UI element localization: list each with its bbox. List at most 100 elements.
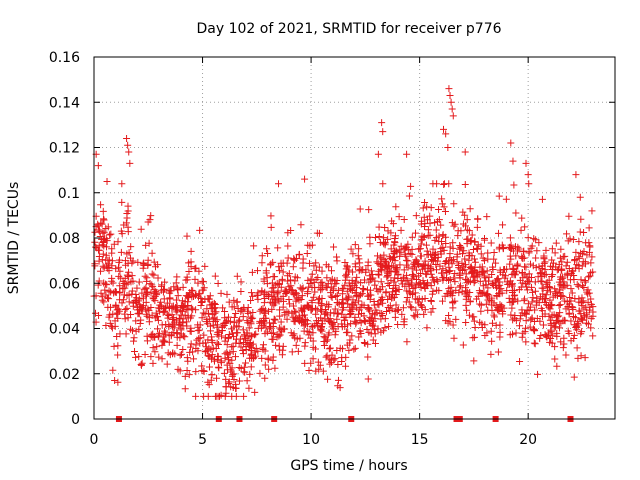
data-point-spike-13: [440, 125, 448, 133]
data-point: [182, 292, 190, 300]
data-point: [309, 355, 317, 363]
data-point: [352, 279, 360, 287]
data-point: [112, 265, 120, 273]
data-point: [397, 226, 405, 234]
data-point: [543, 286, 551, 294]
data-point: [114, 342, 122, 350]
data-point: [531, 287, 539, 295]
data-point: [480, 257, 488, 265]
data-point: [421, 262, 429, 270]
data-point: [492, 259, 500, 267]
data-point: [218, 327, 226, 335]
data-point: [364, 340, 372, 348]
data-point: [557, 319, 565, 327]
data-point: [206, 363, 214, 371]
data-point: [155, 353, 163, 361]
data-point: [352, 289, 360, 297]
data-point: [213, 339, 221, 347]
data-point: [239, 313, 247, 321]
data-point: [236, 316, 244, 324]
data-point: [559, 253, 567, 261]
data-point: [279, 268, 287, 276]
data-point: [349, 250, 357, 258]
data-point: [237, 308, 245, 316]
data-point: [494, 275, 502, 283]
data-point: [418, 217, 426, 225]
data-point: [239, 347, 247, 355]
data-point: [443, 290, 451, 298]
y-tick-label-8: 0.16: [49, 50, 80, 66]
data-point: [477, 250, 485, 258]
data-point-spike-1: [94, 162, 102, 170]
data-point: [170, 324, 178, 332]
data-point: [288, 348, 296, 356]
data-point: [318, 307, 326, 315]
data-point: [154, 304, 162, 312]
data-point: [272, 299, 280, 307]
data-point: [365, 328, 373, 336]
data-point: [395, 285, 403, 293]
data-point: [386, 302, 394, 310]
data-point: [96, 233, 104, 241]
data-point: [432, 234, 440, 242]
data-point: [547, 262, 555, 270]
data-point: [345, 266, 353, 274]
data-point: [308, 270, 316, 278]
data-point: [515, 286, 523, 294]
data-point: [462, 287, 470, 295]
data-point-spike-20: [444, 144, 452, 151]
data-point: [388, 262, 396, 270]
data-point: [323, 274, 331, 282]
data-point: [424, 226, 432, 234]
data-point: [464, 293, 472, 301]
data-point: [506, 260, 514, 268]
data-point: [355, 245, 363, 253]
data-point: [429, 245, 437, 253]
data-point: [565, 309, 573, 317]
data-point: [240, 303, 248, 311]
data-point: [561, 317, 569, 325]
data-point: [306, 259, 314, 267]
data-point: [154, 274, 162, 282]
data-point: [183, 366, 191, 374]
data-point: [484, 290, 492, 298]
data-point: [210, 304, 218, 312]
data-point: [528, 298, 536, 306]
data-point: [525, 249, 533, 257]
data-point: [314, 296, 322, 304]
y-axis-ticks: 0 0.02 0.04 0.06 0.08 0.1 0.12 0.14 0.16: [49, 50, 615, 428]
data-point: [384, 235, 392, 243]
data-point: [376, 253, 384, 261]
data-point: [162, 321, 170, 329]
data-point: [217, 357, 225, 365]
data-point: [276, 312, 284, 320]
data-point: [195, 267, 203, 275]
data-point: [135, 353, 143, 361]
data-point: [503, 265, 511, 273]
data-point: [223, 341, 231, 349]
data-point: [538, 307, 546, 315]
data-point: [482, 277, 490, 285]
data-point: [219, 304, 227, 312]
data-point: [102, 321, 110, 329]
data-point: [387, 245, 395, 253]
data-point: [277, 318, 285, 326]
data-point: [545, 312, 553, 320]
y-tick-label-4: 0.08: [49, 231, 80, 247]
data-point: [363, 325, 371, 333]
data-point: [366, 307, 374, 315]
data-point: [196, 290, 204, 298]
data-point: [303, 327, 311, 335]
data-point: [100, 279, 108, 287]
data-point: [233, 335, 241, 343]
data-point: [525, 180, 533, 188]
data-point: [480, 235, 488, 243]
data-point: [293, 289, 301, 297]
data-point: [571, 295, 579, 303]
data-point: [122, 261, 130, 269]
x-tick-label-4: 20: [519, 432, 537, 448]
data-point: [322, 337, 330, 345]
data-point: [247, 289, 255, 297]
data-point: [164, 349, 172, 357]
data-point: [450, 334, 458, 342]
